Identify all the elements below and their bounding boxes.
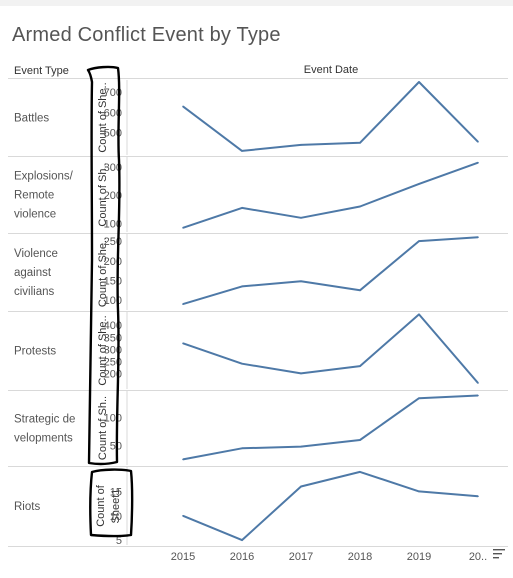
x-tick-label: 2019 — [407, 551, 431, 563]
series-line — [182, 470, 479, 542]
data-point — [241, 285, 243, 288]
row-label: violence — [14, 209, 56, 221]
data-point — [300, 280, 302, 283]
data-point — [182, 458, 184, 461]
data-point — [300, 445, 302, 448]
axis-title: Count of Sh.. — [97, 162, 109, 226]
data-point — [477, 236, 479, 238]
data-point — [300, 217, 302, 219]
data-point — [241, 150, 243, 152]
data-point — [477, 394, 479, 397]
data-point — [241, 539, 243, 541]
data-point — [418, 81, 420, 83]
top-strip — [0, 0, 513, 6]
data-point — [477, 495, 479, 498]
data-point — [418, 183, 420, 185]
axis-title: Count of Sh.. — [97, 396, 109, 460]
axis-title: Count of She.. — [97, 315, 109, 385]
row-label: Riots — [14, 501, 40, 513]
data-point — [418, 240, 420, 242]
data-point — [241, 447, 243, 450]
series-line — [182, 313, 479, 384]
row-label: Protests — [14, 346, 56, 358]
row-label: against — [14, 267, 52, 279]
data-point — [359, 365, 361, 367]
y-tick-label: 100 — [104, 219, 122, 231]
x-tick-label: 2018 — [348, 551, 372, 563]
row-label: velopments — [14, 433, 73, 445]
row-label: civilians — [14, 286, 55, 298]
y-tick-label: 300 — [104, 162, 122, 174]
axis-title: Count of She.. — [97, 237, 109, 307]
row-label: Remote — [14, 190, 54, 202]
data-point — [359, 205, 361, 208]
axis-title: Sheet1 — [110, 489, 122, 524]
row-label: Violence — [14, 248, 58, 260]
y-tick-label: 200 — [104, 190, 122, 202]
row-label: Explosions/ — [14, 171, 74, 183]
data-point — [182, 342, 184, 345]
annotation-outline-2 — [89, 468, 134, 538]
data-point — [477, 141, 479, 143]
data-point — [359, 142, 361, 144]
data-point — [182, 227, 184, 229]
data-point — [418, 313, 420, 316]
sort-filter-icon[interactable] — [493, 548, 507, 560]
y-tick-label: 10 — [110, 511, 122, 523]
data-point — [241, 207, 243, 209]
y-tick-label: 150 — [104, 275, 122, 287]
axis-title: Count of — [95, 484, 107, 527]
x-tick-label: 2017 — [289, 551, 313, 563]
row-label: Strategic de — [14, 414, 75, 426]
y-tick-label: 100 — [104, 413, 122, 425]
axis-title: Count of She.. — [97, 82, 109, 152]
x-tick-label: 2016 — [230, 551, 254, 563]
data-point — [300, 144, 302, 146]
series-line — [182, 236, 479, 306]
data-point — [359, 471, 361, 473]
data-point — [182, 515, 184, 517]
annotation-outline-1 — [86, 65, 121, 466]
data-point — [182, 105, 184, 108]
x-tick-label: 20.. — [469, 551, 487, 563]
y-tick-label: 700 — [104, 87, 122, 99]
row-label: Battles — [14, 113, 49, 125]
data-point — [359, 289, 361, 292]
row-header: Event Type — [14, 65, 69, 77]
y-tick-label: 100 — [104, 295, 122, 307]
data-point — [241, 362, 243, 365]
data-point — [477, 382, 479, 384]
column-header: Event Date — [304, 64, 358, 76]
chart-title: Armed Conflict Event by Type — [12, 24, 281, 46]
y-tick-label: 15 — [110, 486, 122, 498]
data-point — [418, 490, 420, 493]
data-point — [182, 303, 184, 305]
y-tick-label: 600 — [104, 107, 122, 119]
data-point — [359, 439, 361, 441]
y-tick-label: 5 — [116, 535, 122, 547]
y-tick-label: 200 — [104, 256, 122, 268]
data-point — [477, 161, 479, 164]
data-point — [300, 485, 302, 488]
data-point — [300, 372, 302, 375]
series-line — [182, 394, 479, 461]
x-tick-label: 2015 — [171, 551, 195, 563]
series-line — [182, 161, 479, 229]
series-line — [182, 81, 479, 152]
data-point — [418, 397, 420, 400]
